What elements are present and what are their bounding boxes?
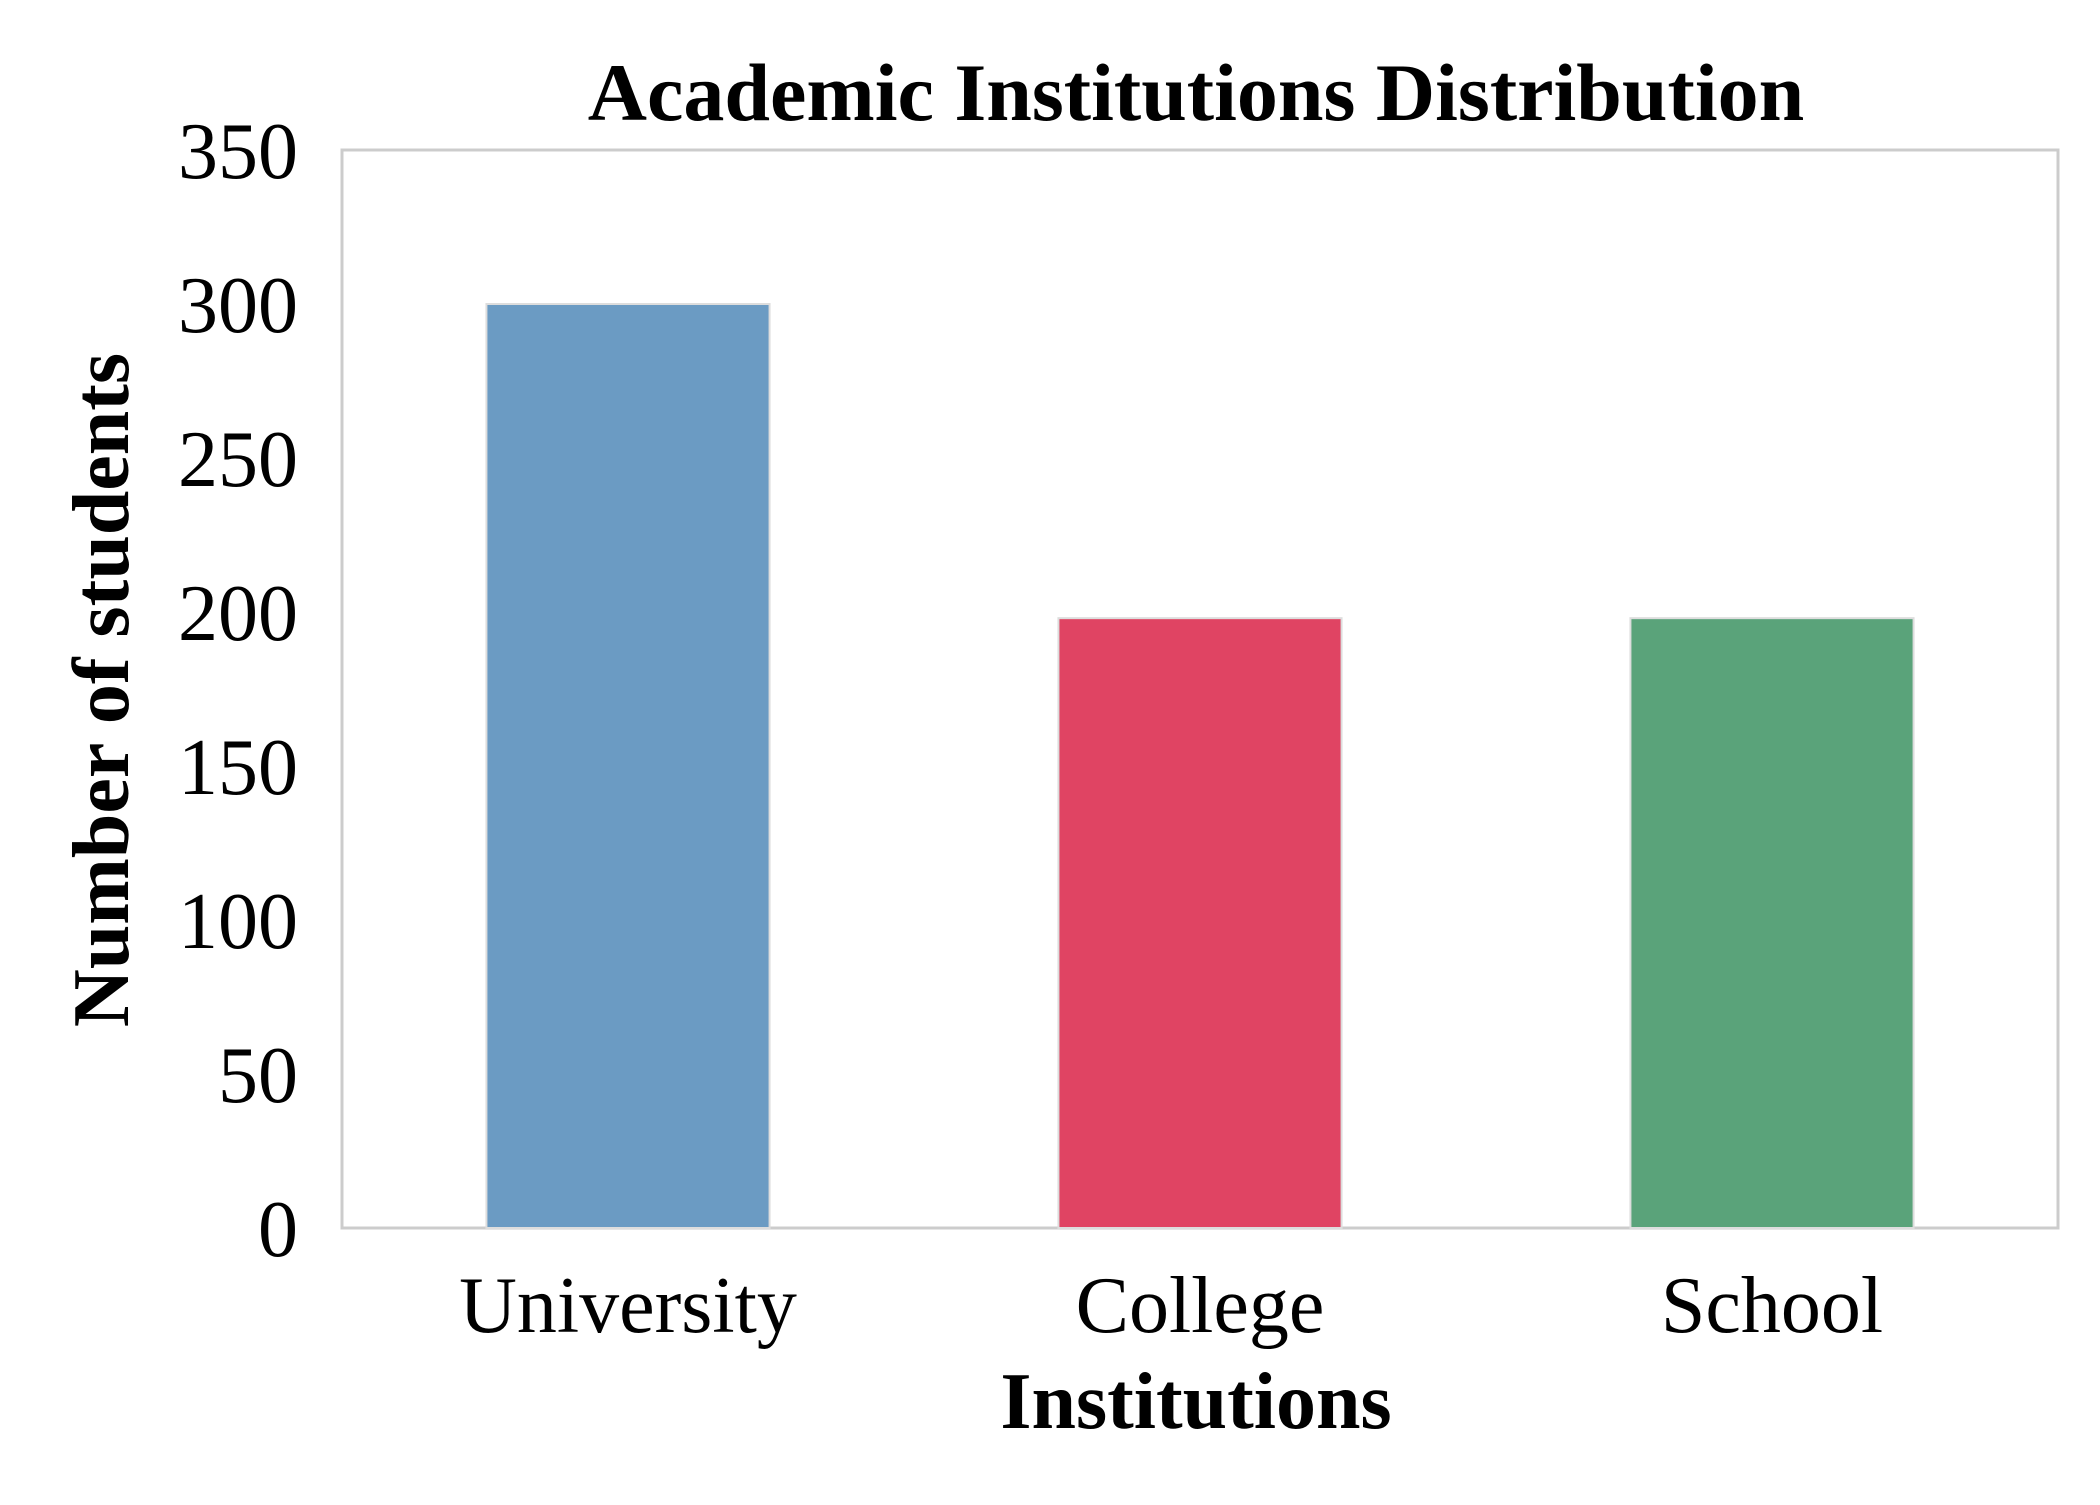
y-axis-ticks: 0 50 100 150 200 250 300 350 bbox=[178, 108, 298, 1274]
y-tick-label: 300 bbox=[178, 262, 298, 350]
y-tick-label: 200 bbox=[178, 570, 298, 658]
x-axis-label: Institutions bbox=[1000, 1358, 1391, 1446]
y-axis-label: Number of students bbox=[58, 353, 146, 1027]
y-tick-label: 250 bbox=[178, 416, 298, 504]
bar-college bbox=[1057, 617, 1343, 1229]
bar-school bbox=[1629, 617, 1915, 1229]
bar-university bbox=[485, 303, 771, 1229]
y-tick-label: 50 bbox=[218, 1032, 298, 1120]
x-tick-label: University bbox=[459, 1262, 797, 1350]
x-tick-label: School bbox=[1661, 1262, 1883, 1350]
chart-title: Academic Institutions Distribution bbox=[588, 47, 1804, 138]
y-tick-label: 0 bbox=[258, 1186, 298, 1274]
plot-area bbox=[340, 148, 2060, 1230]
y-tick-label: 150 bbox=[178, 724, 298, 812]
y-tick-label: 350 bbox=[178, 108, 298, 196]
x-axis-ticks: University College School bbox=[459, 1262, 1883, 1350]
x-tick-label: College bbox=[1076, 1262, 1325, 1350]
y-tick-label: 100 bbox=[178, 878, 298, 966]
